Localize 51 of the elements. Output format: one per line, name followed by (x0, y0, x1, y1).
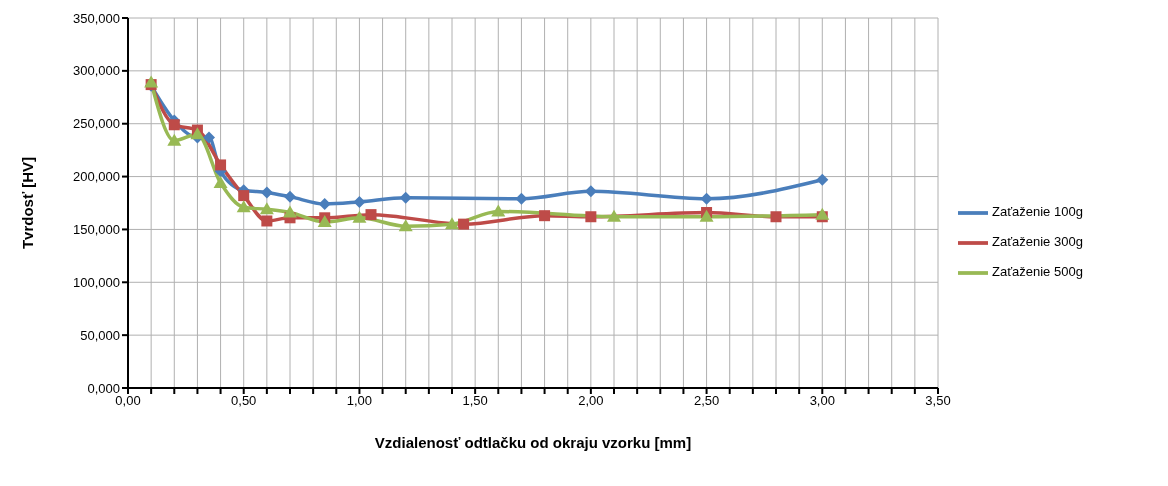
y-tick-label: 100,000 (73, 274, 120, 290)
point (816, 173, 829, 186)
y-tick-label: 150,000 (73, 222, 120, 238)
point (398, 219, 413, 232)
x-tick-label: 2,50 (693, 393, 720, 409)
y-tick-label: 300,000 (73, 63, 120, 79)
point (458, 218, 470, 230)
point (215, 159, 227, 171)
point (770, 211, 782, 223)
y-tick-label: 250,000 (73, 116, 120, 132)
y-tick-label: 50,000 (80, 327, 120, 343)
x-tick-label: 2,00 (578, 393, 604, 409)
x-axis-title: Vzdialenosť odtlačku od okraju vzorku [mm] (374, 434, 692, 451)
point (815, 207, 830, 220)
point (399, 191, 412, 204)
y-tick-label: 200,000 (73, 169, 120, 185)
x-tick-label: 3,50 (925, 393, 951, 409)
x-tick-label: 0,50 (231, 393, 257, 409)
legend-label: Zaťaženie 500g (992, 264, 1083, 280)
y-tick-label: 0,000 (87, 380, 120, 396)
point (238, 190, 250, 202)
point (167, 133, 182, 146)
point (168, 119, 180, 131)
point (539, 210, 551, 222)
y-tick-label: 350,000 (73, 10, 120, 26)
x-tick-label: 3,00 (809, 393, 835, 409)
point (585, 211, 597, 223)
point (607, 209, 621, 222)
point (353, 195, 366, 208)
point (283, 205, 297, 218)
legend-label: Zaťaženie 300g (992, 234, 1083, 250)
point (236, 200, 251, 213)
y-axis-title: Tvrdosť [HV] (19, 156, 37, 250)
point (190, 127, 205, 140)
point (317, 215, 332, 228)
x-tick-label: 1,00 (346, 393, 373, 409)
point (445, 217, 459, 230)
point (203, 131, 215, 144)
x-tick-label: 1,50 (462, 393, 488, 409)
point (260, 186, 273, 199)
legend-label: Zaťaženie 100g (992, 204, 1083, 220)
point (213, 175, 228, 188)
point (352, 210, 367, 223)
point (144, 75, 159, 88)
point (365, 209, 377, 221)
point (491, 204, 506, 217)
point (318, 198, 331, 211)
point (261, 215, 273, 227)
x-tick-label: 0,00 (115, 393, 141, 409)
point (259, 202, 274, 215)
point (284, 190, 296, 203)
